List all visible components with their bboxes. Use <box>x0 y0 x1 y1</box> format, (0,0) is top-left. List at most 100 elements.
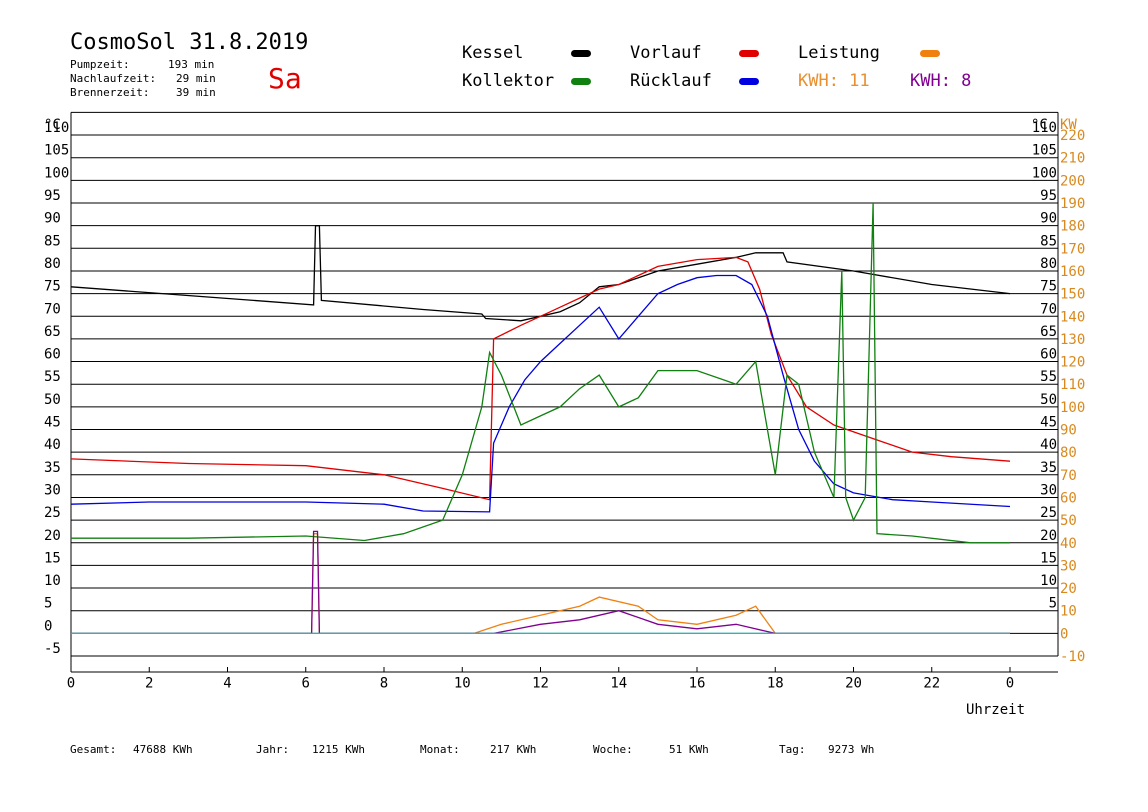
x-tick-label: 10 <box>454 676 471 692</box>
legend-kollektor-swatch <box>571 78 591 85</box>
y-tick-label-right-temp: 5 <box>1049 596 1057 612</box>
footer-monat-label: Monat: <box>420 743 460 756</box>
y-tick-label-left: 0 <box>44 618 52 634</box>
y-tick-label-right-power: 10 <box>1060 604 1077 620</box>
y-tick-label-right-power: 200 <box>1060 173 1085 189</box>
y-tick-label-right-temp: 100 <box>1032 165 1057 181</box>
y-tick-label-right-power: 210 <box>1060 151 1085 167</box>
y-tick-label-left: 85 <box>44 233 61 249</box>
series-line-kwh <box>71 530 1010 635</box>
y-tick-label-right-temp: 65 <box>1040 324 1057 340</box>
y-tick-label-right-temp: 105 <box>1032 143 1057 159</box>
footer-monat-value: 217 KWh <box>490 743 537 756</box>
page-title: CosmoSol 31.8.2019 <box>70 30 309 55</box>
x-tick-label: 6 <box>302 676 310 692</box>
y-tick-label-left: 15 <box>44 550 61 566</box>
legend-leistung-swatch <box>920 50 940 57</box>
y-tick-label-left: 40 <box>44 437 61 453</box>
footer-gesamt-label: Gesamt: <box>70 743 117 756</box>
series-line-kollektor <box>71 202 1010 544</box>
legend-leistung-label: Leistung <box>798 43 880 63</box>
y-tick-label-left: 5 <box>44 596 52 612</box>
y-tick-label-right-power: 80 <box>1060 445 1077 461</box>
y-tick-label-right-temp: 80 <box>1040 256 1057 272</box>
footer-jahr-value: 1215 KWh <box>312 743 365 756</box>
series-line-vorlauf <box>70 256 1011 501</box>
legend-vorlauf-label: Vorlauf <box>630 43 702 63</box>
x-tick-label: 22 <box>923 676 940 692</box>
y-tick-label-right-power: 0 <box>1060 626 1068 642</box>
y-tick-label-left: 45 <box>44 415 61 431</box>
footer-tag-value: 9273 Wh <box>828 743 875 756</box>
footer-jahr-label: Jahr: <box>256 743 290 756</box>
y-tick-label-right-power: -10 <box>1060 649 1085 665</box>
y-tick-label-left: 105 <box>44 143 69 159</box>
y-tick-label-left: 20 <box>44 528 61 544</box>
y-tick-label-right-temp: 40 <box>1040 437 1057 453</box>
stat-brennerzeit-value: 39 min <box>176 86 216 99</box>
y-tick-label-right-temp: 50 <box>1040 392 1057 408</box>
y-tick-label-right-power: 170 <box>1060 241 1085 257</box>
y-tick-label-right-power: 160 <box>1060 264 1085 280</box>
y-tick-label-left: -5 <box>44 641 61 657</box>
y-tick-label-right-power: 180 <box>1060 219 1085 235</box>
legend-ruecklauf-label: Rücklauf <box>630 71 712 91</box>
x-tick-label: 2 <box>145 676 153 692</box>
x-tick-label: 18 <box>767 676 784 692</box>
x-tick-label: 14 <box>610 676 627 692</box>
y-tick-label-left: 80 <box>44 256 61 272</box>
y-tick-label-left: 60 <box>44 347 61 363</box>
y-axis-unit-right-power: KW <box>1060 117 1077 133</box>
y-tick-label-right-temp: 95 <box>1040 188 1057 204</box>
y-tick-label-right-temp: 85 <box>1040 233 1057 249</box>
legend-vorlauf-swatch <box>739 50 759 57</box>
y-tick-label-left: 75 <box>44 279 61 295</box>
y-tick-label-left: 90 <box>44 211 61 227</box>
y-tick-label-right-temp: 45 <box>1040 415 1057 431</box>
y-tick-label-right-temp: 30 <box>1040 482 1057 498</box>
y-tick-label-right-temp: 15 <box>1040 550 1057 566</box>
y-tick-label-left: 35 <box>44 460 61 476</box>
y-tick-label-right-power: 150 <box>1060 287 1085 303</box>
y-tick-label-right-power: 140 <box>1060 309 1085 325</box>
series-line-kessel <box>70 225 1011 322</box>
y-tick-label-right-temp: 55 <box>1040 369 1057 385</box>
footer-woche-value: 51 KWh <box>669 743 709 756</box>
series-line-rcklauf <box>70 274 1011 513</box>
y-tick-label-right-power: 120 <box>1060 355 1085 371</box>
y-tick-label-left: 65 <box>44 324 61 340</box>
y-tick-label-right-power: 190 <box>1060 196 1085 212</box>
y-tick-label-right-temp: 10 <box>1040 573 1057 589</box>
y-tick-label-right-temp: 25 <box>1040 505 1057 521</box>
x-axis-title: Uhrzeit <box>966 702 1025 718</box>
x-tick-label: 0 <box>67 676 75 692</box>
series-line-leistung <box>71 533 1010 635</box>
y-tick-label-right-temp: 75 <box>1040 279 1057 295</box>
y-tick-label-left: 10 <box>44 573 61 589</box>
legend-kwh-solar: KWH: 11 <box>798 71 870 91</box>
stat-pumpzeit-value: 193 min <box>168 58 215 71</box>
y-tick-label-left: 100 <box>44 165 69 181</box>
footer-tag-label: Tag: <box>779 743 806 756</box>
weekday-label: Sa <box>268 62 302 95</box>
x-tick-label: 20 <box>845 676 862 692</box>
y-tick-label-right-power: 50 <box>1060 513 1077 529</box>
legend-kollektor-label: Kollektor <box>462 71 555 91</box>
y-tick-label-right-power: 40 <box>1060 536 1077 552</box>
y-tick-label-right-power: 100 <box>1060 400 1085 416</box>
y-tick-label-right-power: 220 <box>1060 128 1085 144</box>
legend-kessel-swatch <box>571 50 591 57</box>
y-axis-unit-left: °C <box>44 117 61 133</box>
y-tick-label-right-power: 130 <box>1060 332 1085 348</box>
stat-brennerzeit-label: Brennerzeit: <box>70 86 150 99</box>
y-tick-label-left: 25 <box>44 505 61 521</box>
x-tick-label: 0 <box>1006 676 1014 692</box>
y-tick-label-right-temp: 90 <box>1040 211 1057 227</box>
footer-gesamt-value: 47688 KWh <box>133 743 193 756</box>
x-tick-label: 8 <box>380 676 388 692</box>
y-tick-label-right-temp: 70 <box>1040 301 1057 317</box>
y-tick-label-right-temp: 35 <box>1040 460 1057 476</box>
y-tick-label-left: 50 <box>44 392 61 408</box>
x-tick-label: 4 <box>223 676 231 692</box>
